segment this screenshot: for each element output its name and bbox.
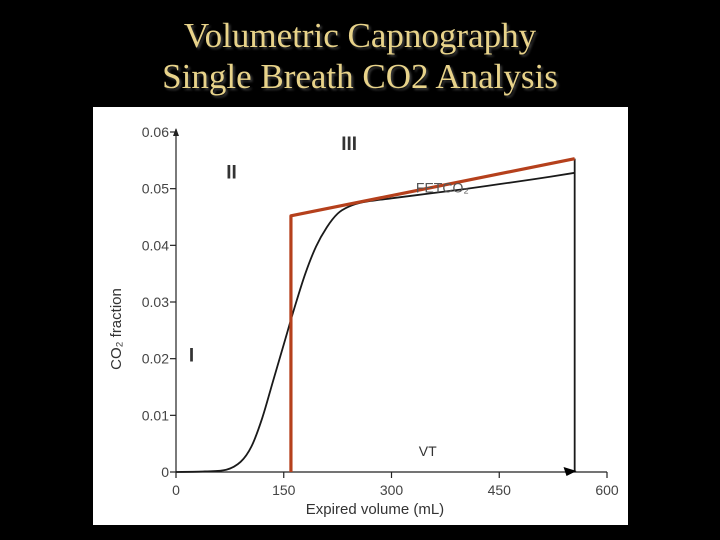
y-tick-label: 0.01 (142, 407, 169, 423)
y-tick-label: 0.02 (142, 351, 169, 367)
phase-i-label: I (189, 346, 194, 367)
x-tick-label: 300 (380, 482, 404, 498)
axes (173, 128, 607, 473)
phase-ii-label: II (226, 162, 237, 183)
y-tick-label: 0.03 (142, 294, 169, 310)
slide-title-line-1: Volumetric Capnography (183, 16, 537, 55)
fetco2-label: FETCO₂ (416, 180, 469, 196)
vt-label: VT (419, 443, 437, 459)
capnogram-curve (175, 171, 575, 473)
y-tick-label: 0.05 (142, 181, 169, 197)
series (175, 157, 577, 476)
x-tick-label: 450 (488, 482, 512, 498)
phase-model-line (289, 157, 575, 472)
figure-panel: 0 150 300 450 600 0 0.01 0.02 0.03 0.04 0.05 0.06 I… (93, 107, 628, 525)
capnogram-chart: 0 150 300 450 600 0 0.01 0.02 0.03 0.04 0.05 0.06 I… (108, 124, 619, 518)
y-axis-label: CO₂ fraction (108, 288, 125, 370)
x-axis-label: Expired volume (mL) (306, 501, 444, 518)
phase-iii-label: III (341, 134, 357, 155)
ticks: 0 150 300 450 600 0 0.01 0.02 0.03 0.04 0.05 0.06 (142, 124, 619, 498)
x-tick-label: 0 (172, 482, 180, 498)
x-tick-label: 600 (595, 482, 619, 498)
y-tick-label: 0.04 (142, 237, 169, 253)
y-tick-label: 0.06 (142, 124, 169, 140)
y-tick-label: 0 (161, 464, 169, 480)
vt-marker (563, 467, 577, 476)
x-tick-label: 150 (272, 482, 296, 498)
slide-title-line-2: Single Breath CO2 Analysis (162, 57, 558, 96)
